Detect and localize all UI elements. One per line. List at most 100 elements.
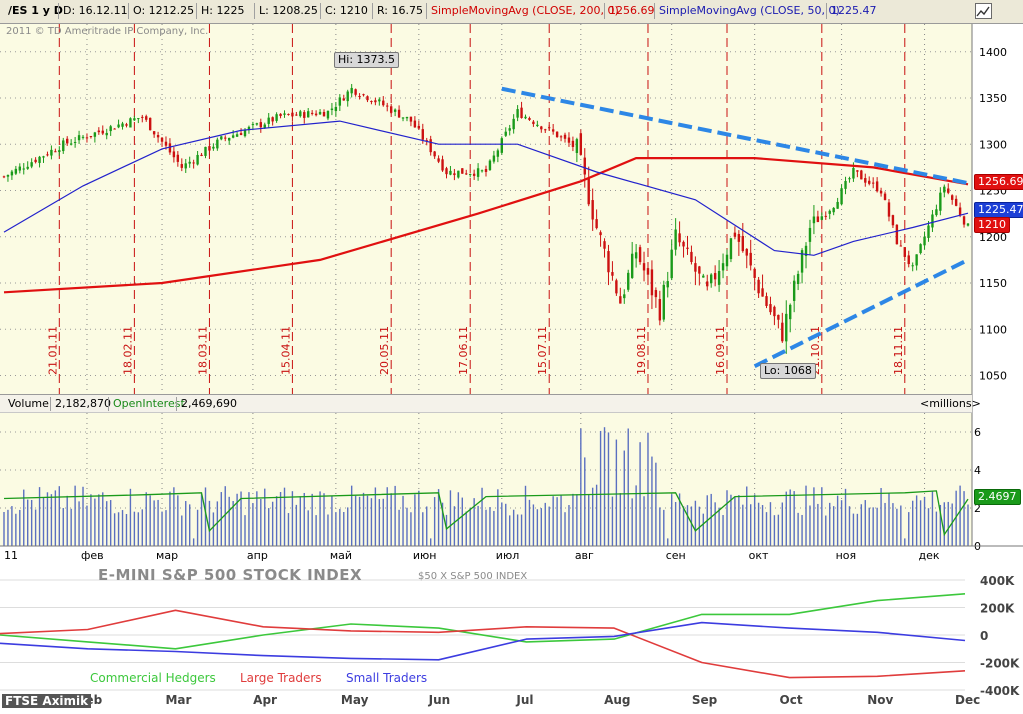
price-axis-background: [972, 24, 1023, 570]
candle-body: [785, 313, 788, 342]
volume-value: 2,182,870: [50, 397, 111, 411]
price-tick-label: 1350: [979, 92, 1007, 105]
candle-body: [330, 108, 334, 111]
volume-label[interactable]: Volume: [8, 397, 49, 410]
candle-body: [761, 288, 764, 297]
candle-body: [121, 123, 124, 127]
expiry-label: 20.05.11: [378, 326, 391, 375]
cot-month-label: Jul: [515, 693, 533, 707]
sma200-line: [3, 157, 969, 294]
candle-body: [954, 198, 958, 206]
candle-body: [105, 132, 108, 136]
candle-body: [792, 280, 796, 301]
candle-body: [457, 170, 460, 178]
symbol-label[interactable]: /ES 1 y D: [8, 4, 63, 17]
candle-body: [425, 140, 428, 142]
legend-large-traders: Large Traders: [240, 671, 322, 685]
candle-body: [397, 109, 401, 118]
candle-body: [611, 272, 614, 276]
candle-body: [370, 101, 373, 103]
candle-body: [887, 202, 891, 217]
candle-body: [50, 149, 53, 156]
candle-body: [389, 106, 393, 113]
candle-body: [709, 274, 713, 284]
candle-body: [220, 136, 223, 140]
cot-subtitle: $50 X S&P 500 INDEX: [418, 571, 528, 582]
cot-tick-label: -200K: [980, 657, 1020, 671]
candle-body: [551, 129, 555, 132]
candle-body: [326, 110, 330, 119]
open-interest-label[interactable]: OpenInterest: [108, 397, 185, 411]
candle-body: [721, 263, 725, 271]
candle-body: [947, 188, 950, 193]
expiry-label: 21.01.11: [46, 326, 59, 375]
candle-body: [145, 116, 148, 120]
candle-body: [915, 254, 918, 266]
candle-body: [777, 314, 780, 320]
low-annotation: Lo: 1068: [760, 363, 816, 379]
candle-body: [619, 296, 622, 304]
candle-body: [504, 131, 507, 136]
candle-body: [674, 229, 677, 250]
candle-body: [524, 116, 527, 119]
candle-body: [836, 201, 839, 209]
candle-body: [441, 159, 444, 171]
candle-body: [733, 232, 737, 237]
legend-small-traders: Small Traders: [346, 671, 428, 685]
candle-body: [642, 263, 646, 271]
candle-body: [62, 140, 65, 152]
candle-body: [911, 265, 914, 267]
chart-settings-icon[interactable]: [975, 3, 992, 19]
candle-body: [492, 155, 496, 162]
candle-body: [125, 124, 128, 126]
candle-body: [22, 168, 25, 170]
candle-body: [180, 164, 183, 168]
sma200-label[interactable]: SimpleMovingAvg (CLOSE, 200, 0): [426, 3, 619, 19]
candle-body: [421, 129, 424, 140]
month-label: июл: [496, 549, 519, 562]
candle-body: [350, 87, 353, 94]
candle-body: [943, 186, 946, 193]
candle-body: [966, 223, 970, 226]
sma50-label[interactable]: SimpleMovingAvg (CLOSE, 50, 0): [654, 3, 840, 19]
candle-body: [800, 250, 804, 273]
candle-body: [338, 97, 342, 106]
candle-body: [283, 113, 286, 115]
candle-body: [334, 106, 338, 112]
candle-body: [6, 174, 10, 177]
price-tick-label: 1400: [979, 46, 1007, 59]
month-label: мар: [156, 549, 178, 562]
candle-body: [627, 272, 630, 290]
candle-body: [962, 216, 966, 225]
candle-body: [864, 178, 867, 183]
candle-body: [243, 130, 247, 137]
candle-body: [694, 263, 697, 272]
candle-body: [773, 306, 776, 317]
candle-body: [366, 96, 369, 101]
candle-body: [413, 120, 417, 128]
price-tick-label: 1050: [979, 370, 1007, 383]
candle-body: [81, 136, 85, 138]
candle-body: [476, 168, 480, 177]
candle-body: [318, 111, 322, 115]
candle-body: [18, 166, 22, 171]
candle-body: [816, 216, 820, 223]
month-label: май: [330, 549, 352, 562]
open-interest-line: [3, 490, 969, 537]
candle-body: [868, 180, 871, 184]
candle-body: [109, 126, 112, 132]
range-readout: R: 16.75: [372, 3, 423, 19]
candle-body: [579, 133, 583, 155]
candle-body: [164, 141, 168, 146]
candle-body: [184, 163, 187, 169]
close-readout: C: 1210: [320, 3, 368, 19]
cot-month-label: Sep: [692, 693, 718, 707]
cot-tick-label: 400K: [980, 574, 1015, 588]
candle-body: [713, 273, 717, 280]
cot-tick-label: 0: [980, 629, 988, 643]
candle-body: [871, 182, 875, 184]
candle-body: [840, 188, 843, 205]
candle-body: [891, 215, 895, 226]
candle-body: [255, 123, 259, 125]
